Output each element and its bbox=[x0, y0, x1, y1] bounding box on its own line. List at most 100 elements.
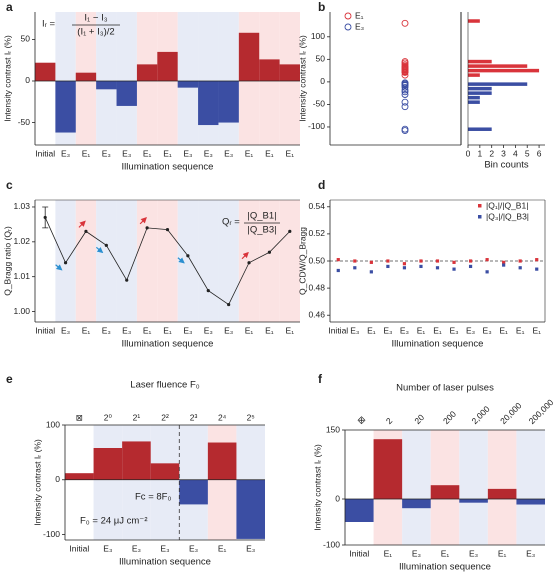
sequence-band bbox=[259, 200, 280, 322]
legend-marker bbox=[344, 12, 352, 20]
y-tick-label: -50 bbox=[313, 99, 326, 109]
x-tick-label: E₃ bbox=[102, 148, 111, 158]
bar bbox=[487, 488, 517, 499]
data-point bbox=[63, 261, 68, 265]
sequence-band bbox=[207, 425, 237, 540]
top-axis-title: Laser fluence F₀ bbox=[130, 380, 199, 391]
top-tick-label: 20,000 bbox=[498, 400, 524, 426]
x-tick-label: E₃ bbox=[102, 325, 111, 335]
x-tick-label: E₁ bbox=[163, 148, 172, 158]
bar bbox=[430, 485, 460, 499]
y-tick-label: 0 bbox=[55, 474, 60, 484]
annotation: I₁ − I₃ bbox=[84, 13, 107, 24]
y-tick-label: 0.46 bbox=[308, 309, 325, 319]
data-point bbox=[402, 262, 407, 266]
x-tick-label: E₁ bbox=[245, 148, 254, 158]
x-tick-label: E₁ bbox=[384, 548, 393, 558]
legend-label: E₃ bbox=[355, 21, 364, 31]
bar bbox=[65, 473, 94, 480]
x-tick-label: E₃ bbox=[204, 325, 213, 335]
bar bbox=[279, 64, 300, 81]
data-point bbox=[145, 226, 149, 230]
y-tick-label: 50 bbox=[316, 54, 326, 64]
legend-marker bbox=[478, 215, 482, 219]
data-point bbox=[535, 267, 539, 271]
data-point bbox=[518, 266, 522, 270]
x-tick-label: E₃ bbox=[122, 148, 131, 158]
x-tick-label: E₃ bbox=[160, 543, 169, 553]
top-tick-label: 20 bbox=[412, 412, 426, 426]
sequence-band bbox=[136, 200, 158, 322]
panel-letter: f bbox=[318, 372, 323, 386]
annotation: Fc = 8F₀ bbox=[135, 492, 171, 503]
y-tick-label: -100 bbox=[323, 539, 340, 549]
arrow bbox=[55, 264, 63, 271]
data-point bbox=[435, 266, 440, 270]
top-tick-label: 2,000 bbox=[470, 404, 492, 426]
data-point bbox=[401, 125, 409, 133]
x-tick-label: E₁ bbox=[516, 325, 525, 335]
x-tick-label: E₃ bbox=[122, 325, 131, 335]
bar bbox=[93, 448, 123, 480]
x-tick-label: E₁ bbox=[532, 325, 541, 335]
data-point bbox=[336, 258, 340, 262]
x-axis-label: Illumination sequence bbox=[392, 339, 484, 350]
x-tick-label: Initial bbox=[69, 543, 89, 553]
legend-marker bbox=[478, 204, 482, 208]
error-bar bbox=[42, 206, 49, 229]
data-point bbox=[125, 278, 129, 282]
histogram-bar bbox=[468, 19, 480, 23]
top-tick-label: 2⁵ bbox=[247, 412, 255, 422]
x-tick-label: E₃ bbox=[246, 543, 255, 553]
bar bbox=[157, 51, 178, 81]
legend-label: |Q₃|/|Q_B3| bbox=[486, 211, 529, 221]
data-point bbox=[419, 259, 423, 263]
x-tick-label: Initial bbox=[35, 325, 55, 335]
x-tick-label: E₁ bbox=[218, 543, 227, 553]
y-tick-label: 1.00 bbox=[13, 306, 30, 316]
y-tick-label: 0.54 bbox=[308, 201, 325, 211]
sequence-band bbox=[238, 200, 260, 322]
y-tick-label: -100 bbox=[308, 121, 325, 131]
data-point bbox=[502, 263, 506, 267]
x-tick-label: Initial bbox=[35, 148, 55, 158]
annotation: F₀ = 24 μJ cm⁻² bbox=[80, 516, 147, 527]
histogram-bar bbox=[468, 73, 480, 77]
y-tick-label: 150 bbox=[326, 424, 340, 434]
data-point bbox=[401, 19, 409, 27]
data-point bbox=[502, 260, 506, 264]
data-point bbox=[485, 258, 489, 262]
bar bbox=[516, 499, 545, 505]
x-tick-label: E₃ bbox=[400, 325, 409, 335]
arrow bbox=[241, 251, 249, 260]
x-tick-label: 1 bbox=[477, 148, 482, 158]
x-tick-label: E₁ bbox=[265, 148, 274, 158]
x-tick-label: 5 bbox=[525, 148, 530, 158]
sequence-band bbox=[93, 425, 123, 540]
sequence-band bbox=[150, 425, 180, 540]
histogram-bar bbox=[468, 127, 492, 131]
data-point bbox=[419, 264, 423, 269]
x-tick-label: E₃ bbox=[350, 325, 359, 335]
y-axis-label: Intensity contrast Iᵣ (%) bbox=[32, 439, 42, 526]
bar bbox=[402, 499, 431, 509]
sequence-band bbox=[96, 12, 117, 145]
y-tick-label: 1.02 bbox=[13, 236, 30, 246]
data-point bbox=[401, 86, 409, 94]
bar bbox=[198, 80, 219, 126]
sequence-band bbox=[177, 12, 199, 145]
y-axis-label: Intensity contrast Iᵣ (%) bbox=[2, 35, 12, 122]
data-point bbox=[452, 267, 456, 271]
data-point bbox=[401, 83, 409, 91]
sequence-band bbox=[279, 200, 300, 322]
top-tick-label: 2¹ bbox=[133, 412, 141, 422]
bar bbox=[345, 499, 374, 522]
data-point bbox=[353, 266, 357, 270]
x-tick-label: 6 bbox=[537, 148, 542, 158]
y-axis-label: Intensity contrast Iᵣ (%) bbox=[297, 35, 307, 122]
x-tick-label: E₃ bbox=[61, 325, 70, 335]
y-tick-label: 0.48 bbox=[308, 282, 325, 292]
y-tick-label: -50 bbox=[18, 117, 31, 127]
data-point bbox=[401, 88, 409, 96]
x-tick-label: 2 bbox=[489, 148, 494, 158]
